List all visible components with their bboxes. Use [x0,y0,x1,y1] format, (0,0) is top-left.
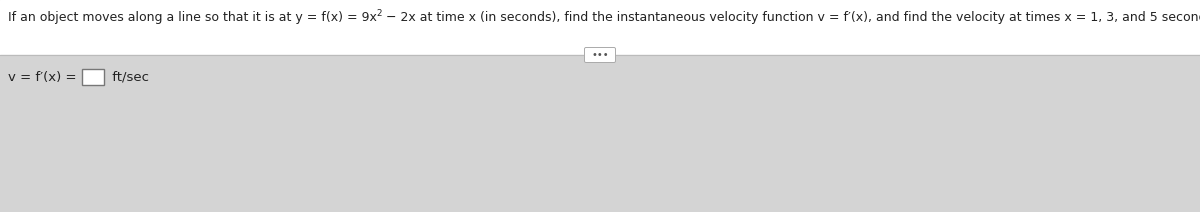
Text: ft/sec: ft/sec [108,71,149,84]
Text: 2: 2 [377,8,383,18]
Bar [0,0,1200,55]
FancyBboxPatch shape [82,69,103,85]
Text: − 2x at time x (in seconds), find the instantaneous velocity function v = f′(x),: − 2x at time x (in seconds), find the in… [383,11,1200,25]
Text: v = f′(x) =: v = f′(x) = [8,71,80,84]
Text: If an object moves along a line so that it is at y = f(x) = 9x: If an object moves along a line so that … [8,11,377,25]
FancyBboxPatch shape [584,47,616,63]
Bar [0,55,1200,212]
Text: •••: ••• [592,50,608,60]
